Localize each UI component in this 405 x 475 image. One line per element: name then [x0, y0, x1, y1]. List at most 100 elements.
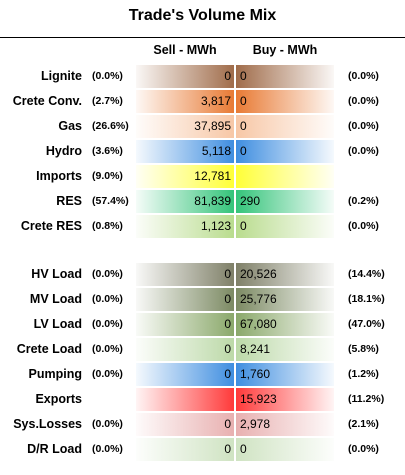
- table-row: LV Load (0.0%) 0 67,080 (47.0%): [0, 312, 405, 337]
- sell-percent: (0.0%): [92, 70, 123, 82]
- sell-value: [136, 387, 231, 412]
- row-label: Imports: [36, 169, 82, 183]
- buy-value: 2,978: [240, 417, 271, 431]
- sell-percent: (3.6%): [92, 145, 123, 157]
- sell-bar: [136, 90, 234, 113]
- buy-bar: [236, 413, 334, 436]
- buy-bar: [236, 165, 334, 188]
- sell-bar: [136, 388, 234, 411]
- table-row: Crete Load (0.0%) 0 8,241 (5.8%): [0, 337, 405, 362]
- sell-value: 0: [224, 367, 231, 381]
- sell-value: 12,781: [194, 169, 231, 183]
- sell-bar: [136, 263, 234, 286]
- row-label: Sys.Losses: [13, 417, 82, 431]
- buy-bar: [236, 263, 334, 286]
- buy-value: 20,526: [240, 267, 277, 281]
- table-row: D/R Load (0.0%) 0 0 (0.0%): [0, 437, 405, 462]
- sell-percent: (0.0%): [92, 418, 123, 430]
- buy-value: 1,760: [240, 367, 271, 381]
- buy-percent: (0.0%): [348, 145, 379, 157]
- buy-bar: [236, 190, 334, 213]
- table-row: RES (57.4%) 81,839 290 (0.2%): [0, 189, 405, 214]
- buy-value: 290: [240, 194, 261, 208]
- buy-bar: [236, 90, 334, 113]
- buy-bar: [236, 115, 334, 138]
- buy-column-header: Buy - MWh: [252, 43, 318, 57]
- buy-bar: [236, 438, 334, 461]
- buy-percent: (11.2%): [348, 393, 385, 405]
- buy-percent: (0.0%): [348, 220, 379, 232]
- sell-percent: (57.4%): [92, 195, 129, 207]
- buy-bar: [236, 65, 334, 88]
- table-row: Crete RES (0.8%) 1,123 0 (0.0%): [0, 214, 405, 239]
- sell-percent: (9.0%): [92, 170, 123, 182]
- row-label: HV Load: [31, 267, 82, 281]
- row-label: Lignite: [41, 69, 82, 83]
- sell-bar: [136, 190, 234, 213]
- buy-value: 0: [240, 119, 247, 133]
- buy-bar: [236, 338, 334, 361]
- sell-percent: (0.8%): [92, 220, 123, 232]
- sell-value: 0: [224, 442, 231, 456]
- sell-bar: [136, 140, 234, 163]
- sell-bar: [136, 438, 234, 461]
- sell-value: 0: [224, 292, 231, 306]
- buy-percent: (0.0%): [348, 443, 379, 455]
- table-row: HV Load (0.0%) 0 20,526 (14.4%): [0, 262, 405, 287]
- buy-percent: (47.0%): [348, 318, 385, 330]
- sell-value: 81,839: [194, 194, 231, 208]
- sell-bar: [136, 115, 234, 138]
- sell-column-header: Sell - MWh: [153, 43, 217, 57]
- buy-percent: (0.0%): [348, 95, 379, 107]
- row-label: MV Load: [29, 292, 82, 306]
- buy-value: 0: [240, 69, 247, 83]
- sell-value: 3,817: [200, 94, 231, 108]
- sell-value: 1,123: [200, 219, 231, 233]
- buy-percent: (0.0%): [348, 120, 379, 132]
- sell-value: 0: [224, 317, 231, 331]
- buy-value: 67,080: [240, 317, 277, 331]
- buy-percent: (2.1%): [348, 418, 379, 430]
- row-label: Crete Conv.: [12, 94, 82, 108]
- table-row: Imports (9.0%) 12,781: [0, 164, 405, 189]
- table-row: Hydro (3.6%) 5,118 0 (0.0%): [0, 139, 405, 164]
- sell-percent: (0.0%): [92, 343, 123, 355]
- row-label: LV Load: [33, 317, 82, 331]
- title-divider: [0, 37, 405, 38]
- buy-value: 0: [240, 442, 247, 456]
- buy-percent: (0.0%): [348, 70, 379, 82]
- sell-bar: [136, 363, 234, 386]
- buy-value: [240, 164, 335, 189]
- table-row: Exports 15,923 (11.2%): [0, 387, 405, 412]
- buy-percent: (14.4%): [348, 268, 385, 280]
- table-row: Lignite (0.0%) 0 0 (0.0%): [0, 64, 405, 89]
- row-label: Pumping: [28, 367, 82, 381]
- sell-percent: (0.0%): [92, 443, 123, 455]
- chart-title: Trade's Volume Mix: [128, 7, 277, 24]
- sell-percent: (0.0%): [92, 268, 123, 280]
- sell-value: 5,118: [201, 144, 231, 158]
- sell-value: 0: [224, 342, 231, 356]
- sell-percent: [92, 387, 134, 412]
- buy-percent: (18.1%): [348, 293, 385, 305]
- table-row: Gas (26.6%) 37,895 0 (0.0%): [0, 114, 405, 139]
- sell-bar: [136, 65, 234, 88]
- sell-value: 0: [224, 267, 231, 281]
- buy-bar: [236, 140, 334, 163]
- buy-percent: (1.2%): [348, 368, 379, 380]
- row-label: Gas: [58, 119, 82, 133]
- buy-bar: [236, 313, 334, 336]
- table-row: Crete Conv. (2.7%) 3,817 0 (0.0%): [0, 89, 405, 114]
- row-label: RES: [56, 194, 82, 208]
- sell-bar: [136, 313, 234, 336]
- buy-percent: [348, 164, 398, 189]
- buy-percent: (5.8%): [348, 343, 379, 355]
- buy-bar: [236, 363, 334, 386]
- sell-bar: [136, 288, 234, 311]
- buy-bar: [236, 215, 334, 238]
- sell-percent: (26.6%): [92, 120, 129, 132]
- buy-value: 25,776: [240, 292, 277, 306]
- table-row: Pumping (0.0%) 0 1,760 (1.2%): [0, 362, 405, 387]
- buy-value: 0: [240, 219, 247, 233]
- row-label: Crete RES: [20, 219, 82, 233]
